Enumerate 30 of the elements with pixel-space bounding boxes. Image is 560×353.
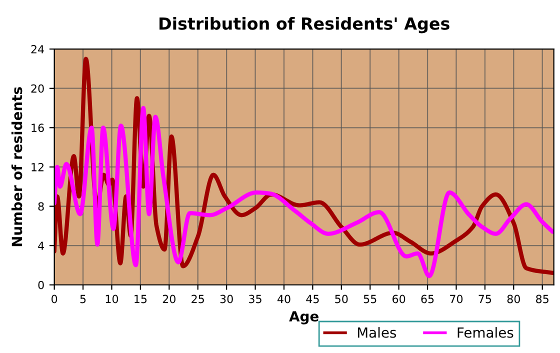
y-tick-label: 4 bbox=[38, 242, 44, 250]
y-tick-label: 12 bbox=[32, 162, 44, 172]
x-tick-label: 5 bbox=[80, 294, 86, 304]
y-tick-label: 20 bbox=[31, 84, 44, 93]
x-tick-label: 70 bbox=[450, 294, 463, 304]
x-tick-label: 55 bbox=[364, 294, 376, 304]
x-tick-label: 40 bbox=[277, 294, 290, 304]
legend-label: Females bbox=[458, 327, 514, 338]
y-tick-label: 16 bbox=[32, 124, 44, 132]
x-tick-label: 75 bbox=[478, 294, 492, 304]
x-tick-label: 35 bbox=[249, 294, 262, 304]
y-tick-label: 24 bbox=[31, 45, 44, 54]
x-tick-label: 25 bbox=[192, 294, 204, 304]
x-tick-label: 65 bbox=[421, 294, 434, 304]
x-tick-label: 20 bbox=[162, 294, 176, 304]
legend-label: Males bbox=[358, 327, 396, 338]
x-axis-title: Age bbox=[289, 311, 318, 324]
x-tick-label: 10 bbox=[106, 294, 118, 304]
x-tick-label: 50 bbox=[335, 294, 348, 304]
x-tick-label: 45 bbox=[306, 294, 319, 304]
x-tick-label: 60 bbox=[392, 294, 406, 304]
y-axis-title: Number of residents bbox=[11, 87, 22, 246]
y-tick-label: 8 bbox=[38, 202, 44, 211]
x-tick-label: 85 bbox=[536, 294, 548, 304]
y-tick-label: 0 bbox=[38, 280, 44, 290]
x-tick-label: 80 bbox=[507, 294, 520, 304]
x-tick-label: 15 bbox=[134, 294, 147, 304]
chart-title: Distribution of Residents' Ages bbox=[160, 16, 450, 34]
x-tick-label: 0 bbox=[52, 294, 58, 304]
x-tick-label: 30 bbox=[220, 294, 233, 304]
